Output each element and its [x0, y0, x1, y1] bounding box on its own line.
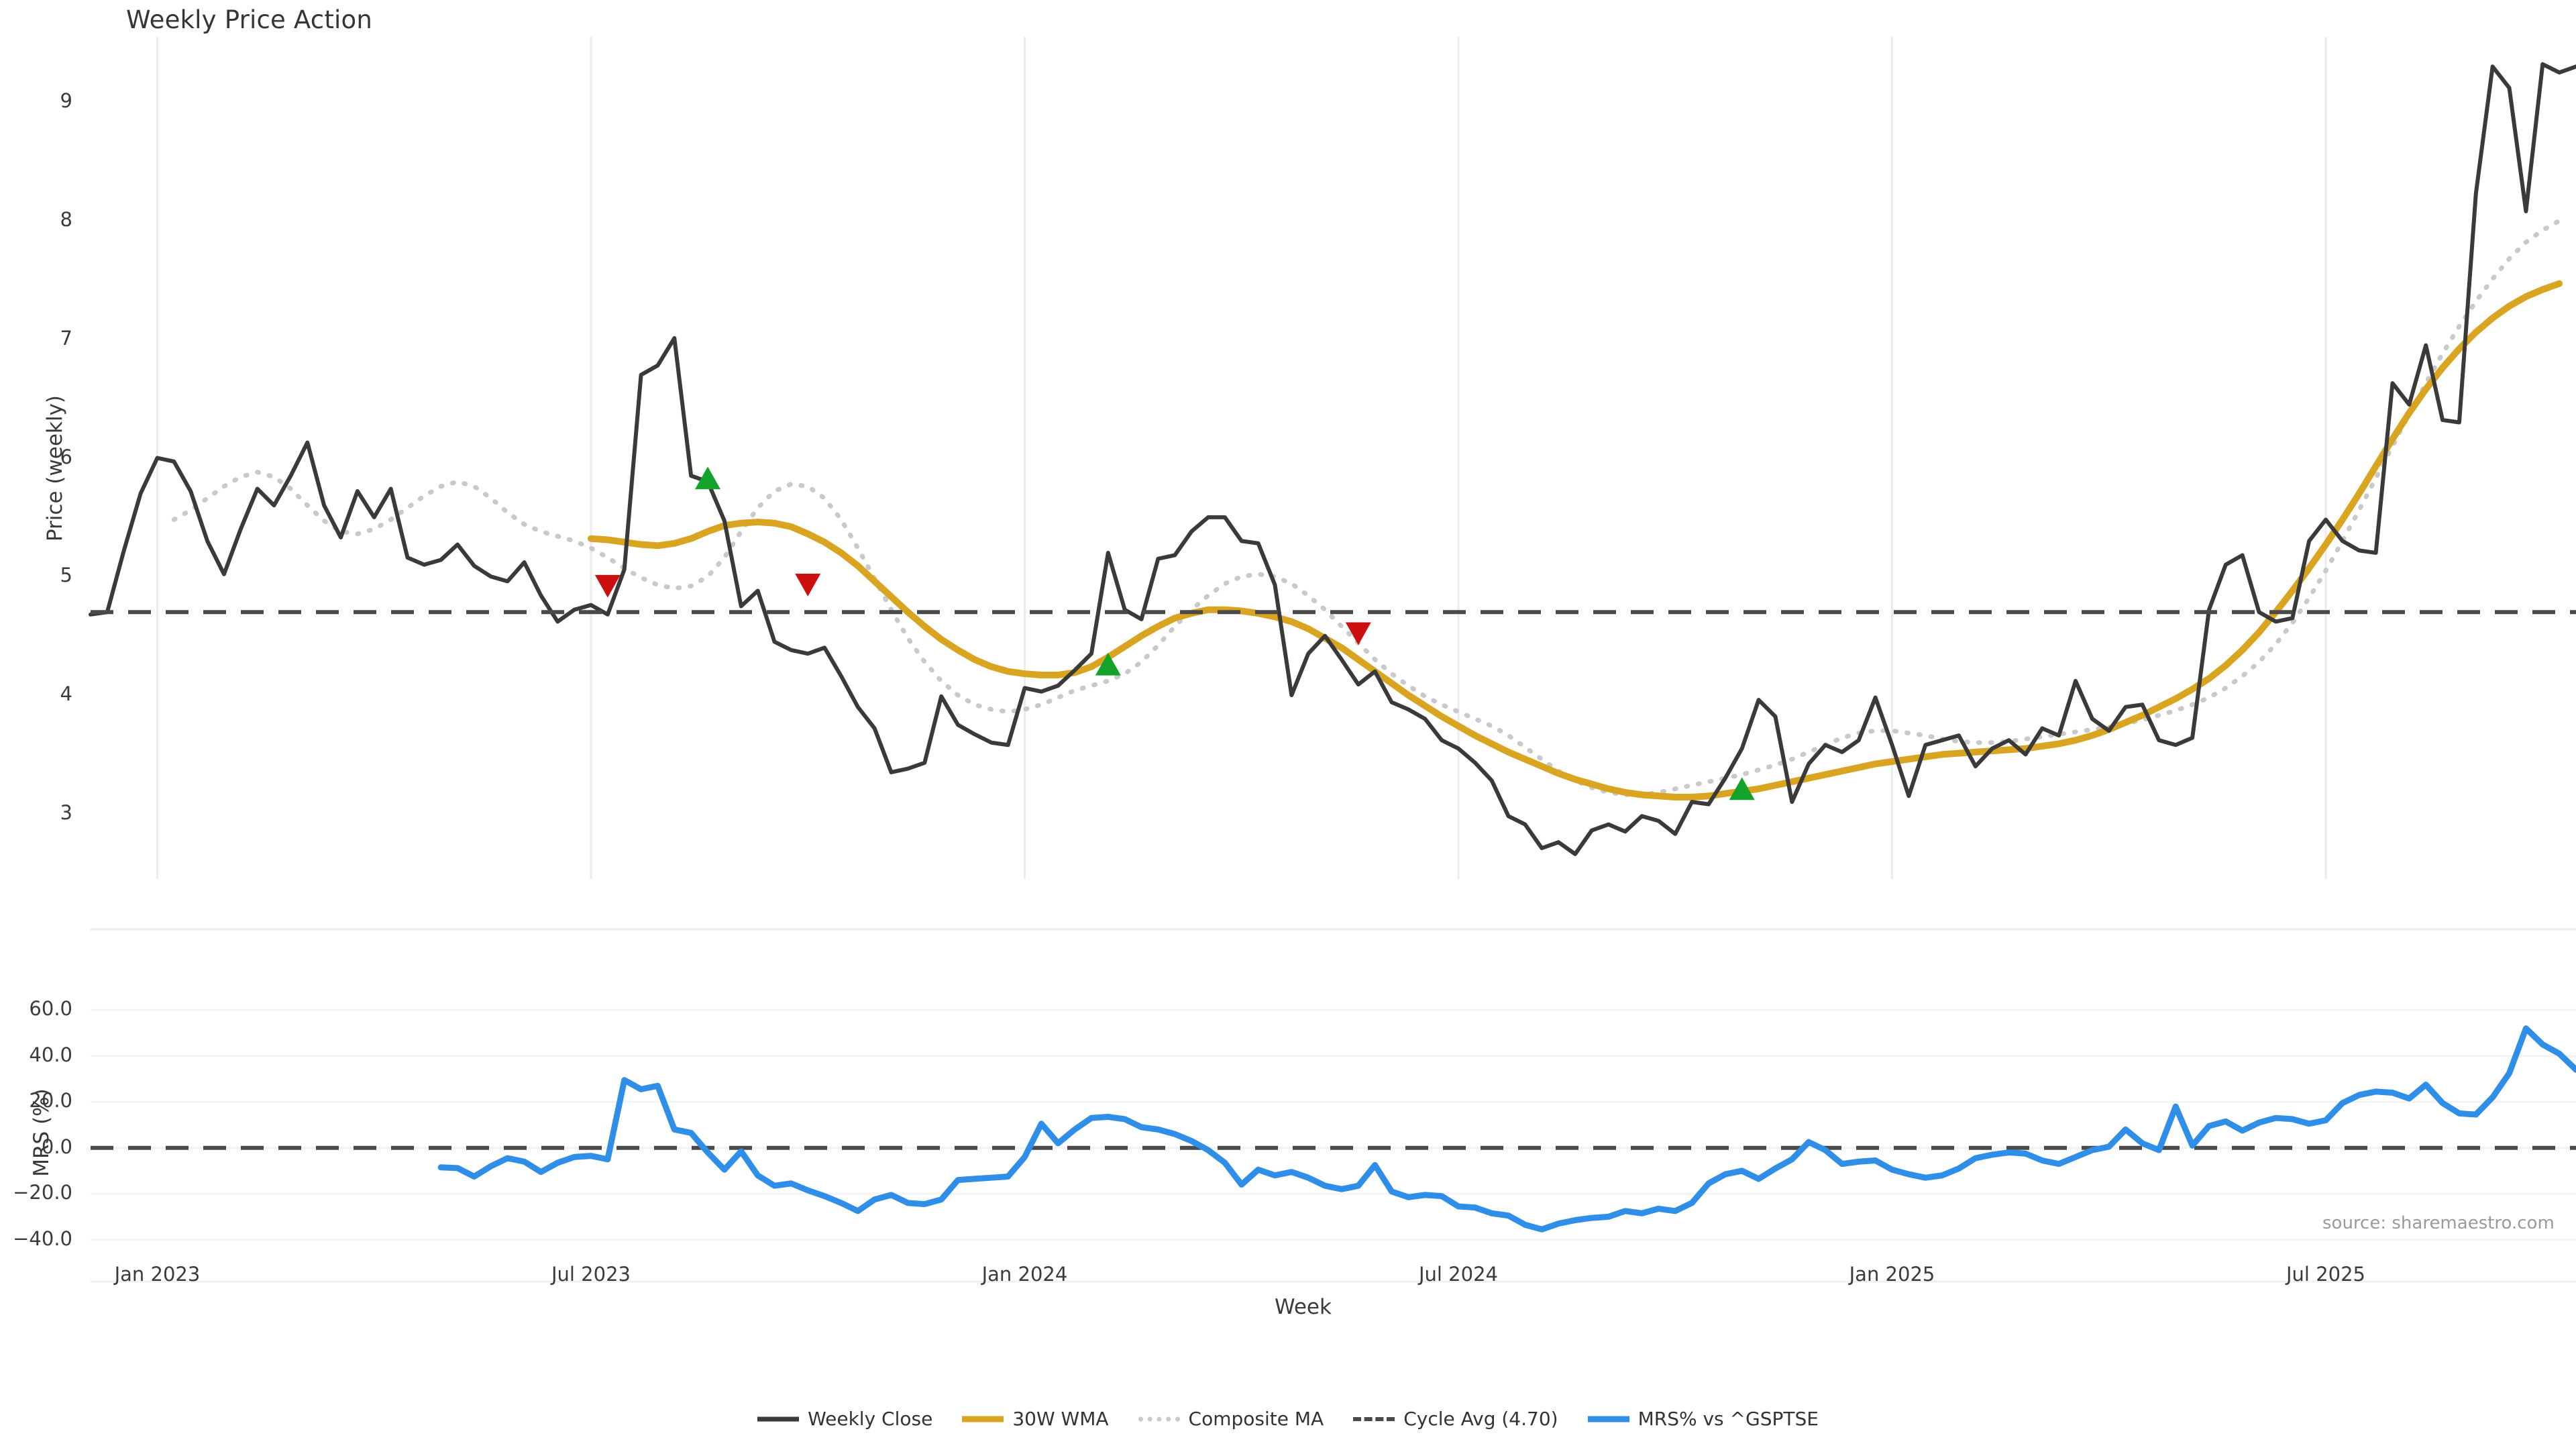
buy-signal-marker: [1729, 777, 1755, 800]
x-tick: Jul 2024: [1418, 1263, 1498, 1286]
x-tick: Jul 2023: [551, 1263, 631, 1286]
price-gridlines: [156, 37, 2327, 879]
source-watermark: source: sharemaestro.com: [2322, 1213, 2555, 1233]
price-series-weekly-close: [89, 62, 2576, 856]
sell-signal-marker: [594, 574, 621, 598]
x-tick: Jan 2024: [981, 1263, 1068, 1286]
mrs-y-tick: −20.0: [13, 1181, 72, 1204]
mrs-series-line: [437, 1025, 2576, 1233]
line-solid-icon: [1587, 1412, 1629, 1427]
price-series-30w-wma: [587, 280, 2563, 801]
price-y-tick: 7: [60, 326, 72, 350]
line-dashed-icon: [1353, 1412, 1395, 1427]
price-series-composite-ma: [171, 218, 2562, 797]
x-tick: Jul 2025: [2286, 1263, 2365, 1286]
price-y-tick: 5: [60, 564, 72, 587]
price-y-tick: 6: [60, 445, 72, 468]
mrs-y-tick: 60.0: [29, 997, 72, 1021]
chart-legend: Weekly Close 30W WMA Composite MA Cycle Avg…: [0, 1408, 2576, 1430]
legend-item-mrs-vs-gsptse[interactable]: MRS% vs ^GSPTSE: [1587, 1408, 1819, 1430]
x-axis-label: Week: [1275, 1295, 1332, 1319]
legend-label: Composite MA: [1188, 1408, 1324, 1430]
price-y-tick: 4: [60, 682, 72, 706]
legend-label: 30W WMA: [1012, 1408, 1109, 1430]
x-tick: Jan 2025: [1849, 1263, 1935, 1286]
legend-item-weekly-close[interactable]: Weekly Close: [757, 1408, 932, 1430]
legend-item-composite-ma[interactable]: Composite MA: [1138, 1408, 1324, 1430]
legend-label: MRS% vs ^GSPTSE: [1638, 1408, 1819, 1430]
legend-item-cycle-avg-4-70[interactable]: Cycle Avg (4.70): [1353, 1408, 1558, 1430]
sell-signal-marker: [795, 574, 821, 597]
legend-item-30w-wma[interactable]: 30W WMA: [962, 1408, 1109, 1430]
line-solid-icon: [757, 1412, 800, 1427]
price-y-tick: 9: [60, 89, 72, 113]
buy-signal-marker: [1095, 652, 1121, 676]
mrs-y-tick: 0.0: [41, 1135, 72, 1158]
sell-signal-marker: [1345, 622, 1371, 645]
buy-signal-marker: [695, 466, 721, 490]
mrs-y-tick: −40.0: [13, 1227, 72, 1250]
mrs-series-group: [437, 1025, 2576, 1233]
page-title: Weekly Price Action: [126, 5, 373, 34]
x-tick: Jan 2023: [114, 1263, 201, 1286]
mrs-gridlines: [91, 1008, 2576, 1241]
price-series-group: [89, 62, 2576, 856]
price-y-axis-label: Price (weekly): [43, 395, 67, 542]
price-y-tick: 8: [60, 207, 72, 231]
price-y-tick: 3: [60, 800, 72, 824]
mrs-y-tick: 20.0: [29, 1089, 72, 1112]
line-solid-icon: [962, 1412, 1004, 1427]
mrs-y-tick: 40.0: [29, 1043, 72, 1066]
line-dotted-icon: [1138, 1412, 1180, 1427]
mrs-axis-lines: [91, 928, 2576, 1283]
signal-markers-group: [594, 466, 1755, 800]
legend-label: Weekly Close: [808, 1408, 933, 1430]
legend-label: Cycle Avg (4.70): [1403, 1408, 1558, 1430]
